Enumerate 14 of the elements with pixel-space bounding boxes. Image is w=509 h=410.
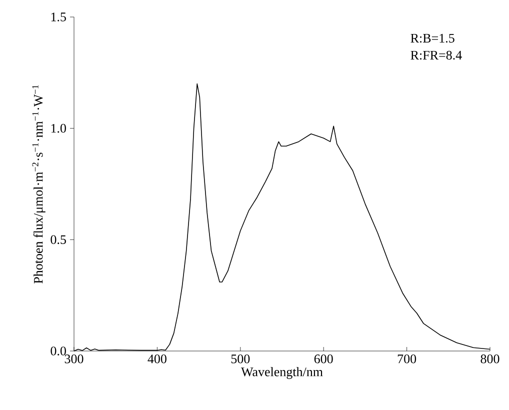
x-axis-title: Wavelength/nm: [241, 367, 323, 379]
annotation: R:B=1.5: [410, 34, 454, 43]
annotation: R:FR=8.4: [410, 50, 462, 60]
y-tick-label: 0.0: [50, 346, 66, 356]
y-tick-label: 1.5: [51, 12, 66, 22]
x-tick-label: 400: [148, 354, 166, 364]
x-tick-label: 600: [314, 354, 333, 364]
y-tick-label: 0.5: [50, 235, 66, 244]
x-tick-label: 800: [480, 354, 500, 364]
x-tick-label: 500: [231, 354, 250, 364]
y-tick-label: 1.0: [51, 124, 66, 133]
x-tick-label: 300: [64, 354, 84, 364]
y-axis-title: Photoen flux/μmol·m$^{−2}$·s$^{−1}$·nm$^{−1}$·W$^{−1}$: [32, 85, 46, 284]
x-tick-label: 700: [398, 354, 416, 364]
